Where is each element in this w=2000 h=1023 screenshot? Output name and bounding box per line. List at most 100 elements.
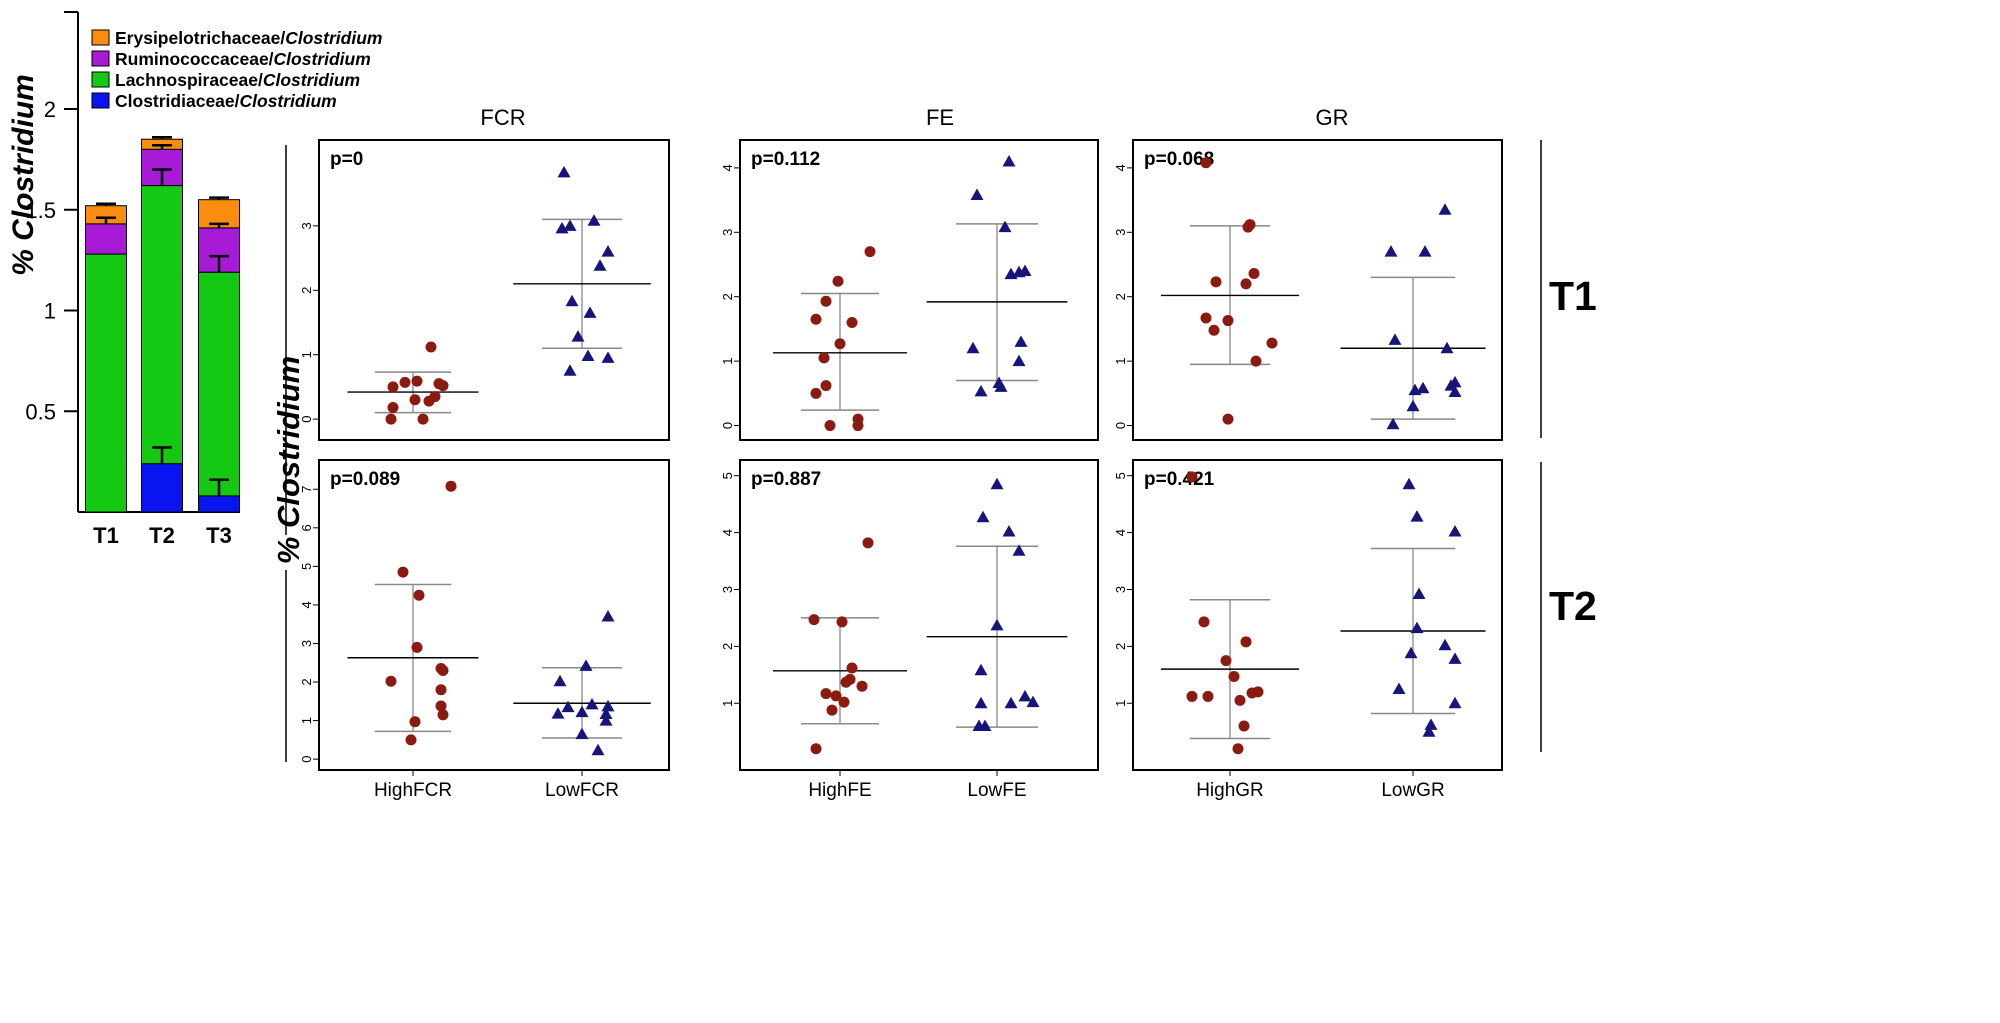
- data-point-high: [862, 537, 874, 549]
- panel-frame: [318, 459, 670, 771]
- data-point-high: [1238, 720, 1250, 732]
- panel-y-tick-label: 1: [720, 700, 735, 707]
- data-point-low: [1384, 245, 1398, 257]
- data-point-high: [435, 700, 447, 712]
- data-point-low: [1388, 333, 1402, 345]
- data-point-low: [601, 351, 615, 363]
- p-value-label: p=0.112: [751, 149, 820, 170]
- data-point-low: [970, 188, 984, 200]
- data-point-low: [563, 219, 577, 231]
- bar-segment-lachnospiraceae-t1: [85, 253, 127, 513]
- bar-x-label-t2: T2: [149, 523, 175, 548]
- data-point-high: [1186, 471, 1198, 483]
- x-label-highfe: HighFE: [808, 780, 871, 801]
- data-point-low: [1018, 264, 1032, 276]
- data-point-high: [1222, 315, 1234, 327]
- panel-y-tick-label: 3: [1113, 586, 1128, 593]
- data-point-high: [385, 413, 397, 425]
- data-point-high: [417, 413, 429, 425]
- data-point-high: [818, 352, 830, 364]
- data-point-low: [575, 705, 589, 718]
- data-point-high: [387, 402, 399, 414]
- panel-y-tick-label: 1: [299, 351, 314, 358]
- data-point-high: [808, 614, 820, 626]
- col-title-fe: FE: [926, 105, 954, 130]
- data-point-low: [591, 743, 605, 756]
- panel-y-tick-label: 2: [720, 293, 735, 300]
- x-label-lowfcr: LowFCR: [545, 780, 619, 801]
- data-point-low: [1448, 652, 1462, 664]
- data-point-low: [1402, 477, 1416, 490]
- panel-frame: [1132, 139, 1503, 441]
- data-point-high: [832, 275, 844, 287]
- data-point-low: [561, 700, 575, 713]
- data-point-high: [1220, 655, 1232, 667]
- data-point-low: [1416, 381, 1430, 394]
- data-point-low: [1392, 682, 1406, 695]
- scatter-panel-fcr-t2: 0 1 2 3 4 5 6 7 p=0.089 HighFCR LowFCR: [299, 459, 670, 801]
- data-point-high: [844, 673, 856, 685]
- data-point-high: [409, 716, 421, 728]
- col-title-gr: GR: [1316, 105, 1349, 130]
- panel-frame: [318, 139, 670, 441]
- p-value-label: p=0: [330, 149, 363, 170]
- data-point-low: [1422, 725, 1436, 737]
- data-point-high: [1200, 312, 1212, 324]
- data-point-high: [411, 375, 423, 387]
- data-point-high: [864, 246, 876, 258]
- panel-y-tick-label: 4: [1113, 164, 1128, 171]
- panel-y-tick-label: 0: [720, 422, 735, 429]
- panel-y-tick-label: 3: [299, 222, 314, 229]
- data-point-high: [1266, 337, 1278, 349]
- stacked-bar-chart: 0.5 1 1.5 2 T1 T2 T3 % Clostridium Erysipelot…: [7, 11, 382, 548]
- data-point-low: [1410, 510, 1424, 522]
- scatter-panels: 0 1 2 3 p=0 0 1 2 3 4 p=0.112 0 1 2 3 4 p=0.068 0 1 2 3 4 5 6 7 p…: [299, 139, 1503, 801]
- panel-frame: [739, 459, 1099, 771]
- data-point-high: [1248, 268, 1260, 280]
- panel-y-tick-label: 7: [299, 486, 314, 493]
- data-point-low: [1448, 385, 1462, 398]
- data-point-low: [1410, 621, 1424, 634]
- data-point-low: [551, 707, 565, 719]
- data-point-low: [1406, 399, 1420, 412]
- bar-y-tick-label: 1.5: [25, 198, 56, 223]
- data-point-high: [846, 662, 858, 674]
- panel-y-tick-label: 2: [299, 678, 314, 685]
- legend-swatch-erysipelotrichaceae: [91, 29, 110, 46]
- bar-segment-ruminococcaceae-t1: [85, 223, 127, 255]
- p-value-label: p=0.887: [751, 469, 821, 490]
- panel-y-tick-label: 5: [299, 563, 314, 570]
- data-point-high: [413, 589, 425, 601]
- data-point-high: [1208, 324, 1220, 336]
- panel-y-tick-label: 0: [1113, 422, 1128, 429]
- data-point-low: [585, 697, 599, 710]
- legend-label-erysipelotrichaceae: Erysipelotrichaceae/Clostridium: [115, 28, 382, 48]
- panel-y-tick-label: 2: [299, 287, 314, 294]
- data-point-high: [387, 381, 399, 393]
- data-point-low: [1440, 341, 1454, 354]
- x-label-highgr: HighGR: [1196, 780, 1264, 801]
- data-point-low: [1026, 695, 1040, 708]
- data-point-low: [1002, 524, 1016, 537]
- data-point-low: [1438, 203, 1452, 215]
- panel-y-tick-label: 2: [1113, 293, 1128, 300]
- scatter-panel-fcr-t1: 0 1 2 3 p=0: [299, 139, 670, 441]
- bar-x-label-t3: T3: [206, 523, 232, 548]
- panel-y-tick-label: 4: [1113, 529, 1128, 536]
- panel-y-tick-label: 5: [720, 472, 735, 479]
- data-point-low: [1412, 587, 1426, 600]
- data-point-high: [1250, 355, 1262, 367]
- data-point-high: [810, 387, 822, 399]
- data-point-high: [826, 704, 838, 716]
- data-point-high: [836, 616, 848, 628]
- panel-y-tick-label: 1: [1113, 358, 1128, 365]
- data-point-low: [1438, 638, 1452, 651]
- legend-swatch-lachnospiraceae: [91, 71, 110, 88]
- data-point-low: [1018, 689, 1032, 702]
- data-point-high: [810, 313, 822, 325]
- bar-segment-clostridiaceae-t2: [141, 463, 183, 513]
- data-point-low: [990, 618, 1004, 631]
- panel-y-tick-label: 1: [720, 358, 735, 365]
- data-point-low: [1386, 417, 1400, 430]
- panel-y-tick-label: 0: [299, 756, 314, 763]
